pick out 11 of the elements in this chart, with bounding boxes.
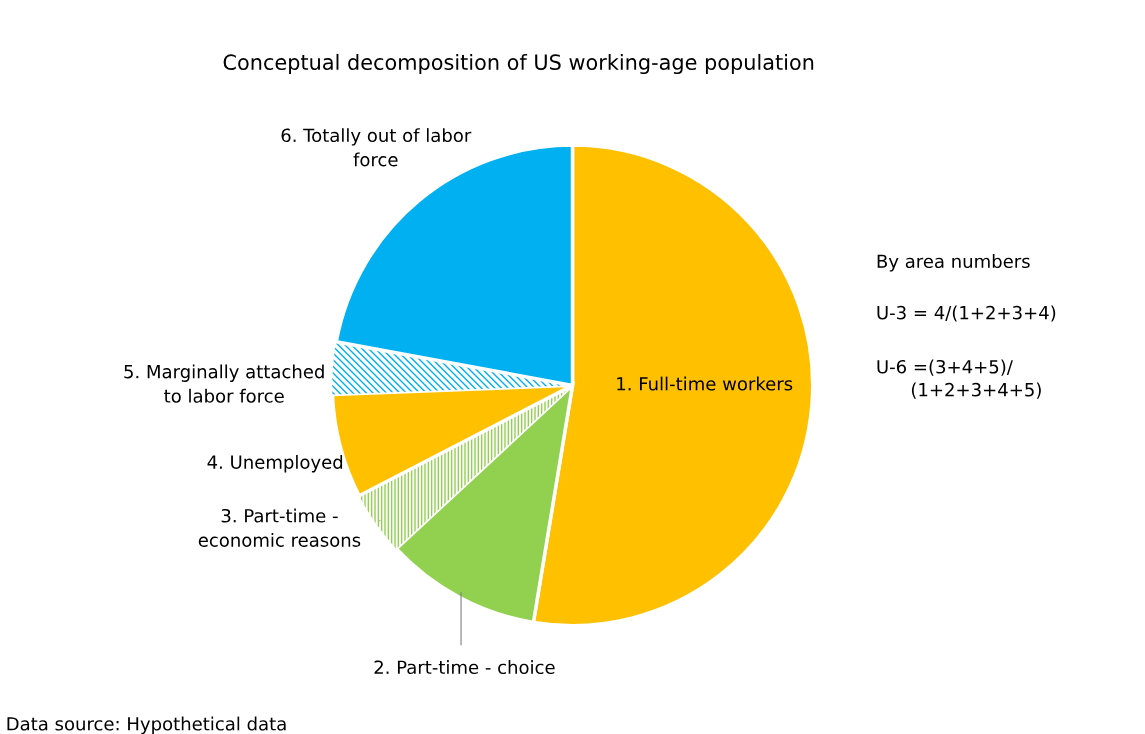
text: By area numbers bbox=[877, 254, 1030, 272]
slice-label: 3. Part-time - economic reasons bbox=[198, 508, 361, 547]
slice-label: 6. Totally out of labor force bbox=[281, 128, 472, 167]
source-note: Data source: Hypothetical data bbox=[7, 716, 286, 734]
slice-label: 4. Unemployed bbox=[207, 454, 343, 473]
slice-label: 5. Marginally attached to labor force bbox=[124, 364, 324, 403]
text: U-3 = 4/(1+2+3+4) bbox=[877, 305, 1056, 322]
slice-label: 1. Full-time workers bbox=[617, 376, 793, 391]
slice-label: 2. Part-time - choice bbox=[374, 660, 555, 675]
text: U-6 =(3+4+5)/ (1+2+3+4+5) bbox=[877, 359, 1041, 399]
chart-title: Conceptual decomposition of US working-age population bbox=[223, 53, 814, 75]
